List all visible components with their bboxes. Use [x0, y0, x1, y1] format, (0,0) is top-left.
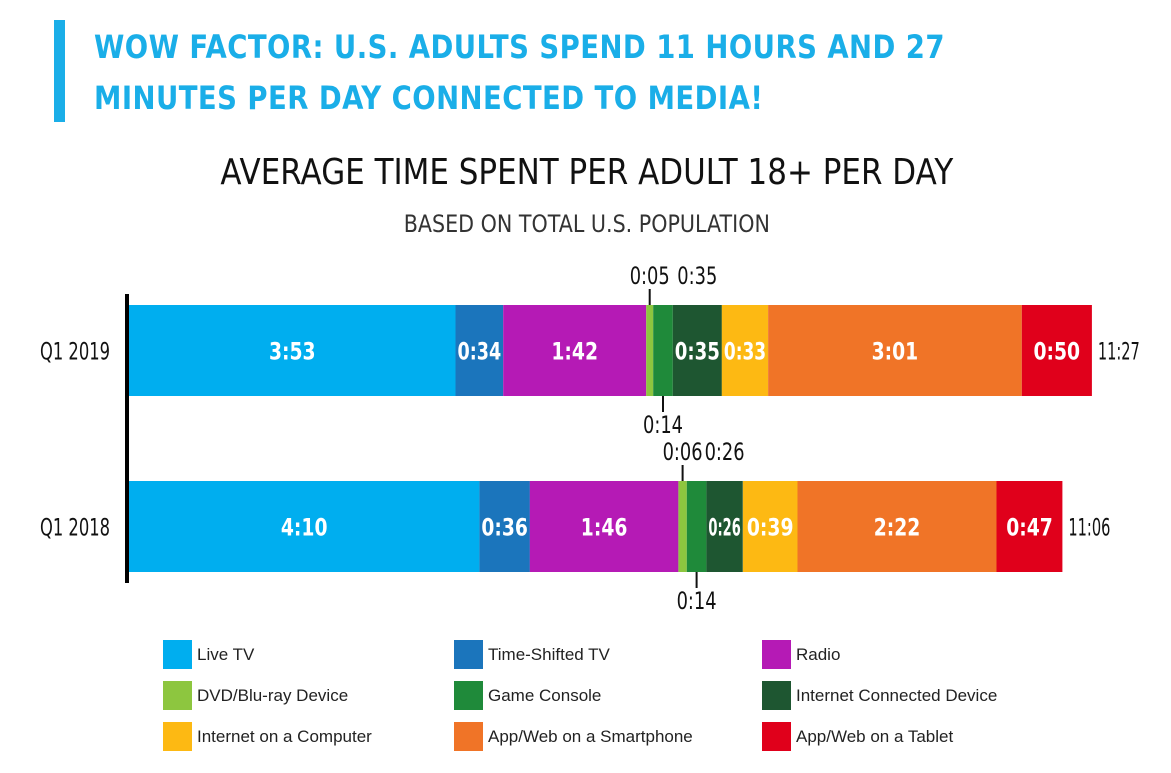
total-label: 11:27	[1098, 338, 1140, 366]
data-label: 0:05	[630, 262, 670, 290]
bar-segment	[706, 481, 743, 572]
stacked-bar-chart: Q1 2019 3:53 0:34 1:420:050:140:35 0:33 3:01 0…	[40, 262, 1140, 615]
data-label: 0:35	[675, 338, 720, 366]
bar-segment	[721, 305, 768, 396]
legend-label: Radio	[796, 644, 841, 664]
headline-accent-bar	[54, 20, 65, 122]
data-label: 0:50	[1034, 338, 1081, 366]
bar-segment	[678, 481, 687, 572]
legend-item: Live TV	[163, 640, 454, 669]
bar-segment	[529, 481, 679, 572]
legend-item: Game Console	[454, 681, 762, 710]
legend-item: Internet on a Computer	[163, 722, 454, 751]
bar-segment	[686, 481, 707, 572]
legend-swatch	[454, 722, 483, 751]
legend-swatch	[454, 681, 483, 710]
category-label: Q1 2019	[40, 338, 110, 366]
legend-label: Internet Connected Device	[796, 685, 998, 705]
chart-subtitle: BASED ON TOTAL U.S. POPULATION	[403, 210, 770, 238]
bar-segment	[653, 305, 673, 396]
data-label: 0:47	[1006, 514, 1053, 542]
legend-swatch	[163, 722, 192, 751]
legend-label: App/Web on a Tablet	[796, 726, 954, 746]
legend-swatch	[762, 722, 791, 751]
legend-item: Radio	[762, 640, 1062, 669]
data-label: 0:26	[708, 514, 740, 542]
legend-swatch	[762, 681, 791, 710]
legend-item: App/Web on a Smartphone	[454, 722, 762, 751]
category-label: Q1 2018	[40, 514, 110, 542]
legend-item: App/Web on a Tablet	[762, 722, 1062, 751]
legend-swatch	[454, 640, 483, 669]
legend-label: DVD/Blu-ray Device	[197, 685, 349, 705]
bar-segment	[479, 481, 530, 572]
chart-title: AVERAGE TIME SPENT PER ADULT 18+ PER DAY	[220, 152, 954, 193]
bar-segment	[129, 481, 480, 572]
bar-segment	[646, 305, 654, 396]
data-label: 0:14	[677, 587, 717, 615]
data-label: 0:26	[705, 438, 745, 466]
legend-item: Internet Connected Device	[762, 681, 1062, 710]
legend-swatch	[163, 640, 192, 669]
legend-swatch	[163, 681, 192, 710]
data-label: 0:06	[663, 438, 703, 466]
legend-item: DVD/Blu-ray Device	[163, 681, 454, 710]
data-label: 0:33	[724, 338, 766, 366]
data-label: 0:39	[747, 514, 794, 542]
legend-label: Time-Shifted TV	[488, 644, 610, 664]
legend-item: Time-Shifted TV	[454, 640, 762, 669]
data-label: 0:34	[458, 338, 502, 366]
legend-swatch	[762, 640, 791, 669]
total-label: 11:06	[1068, 514, 1110, 542]
data-label: 2:22	[874, 514, 921, 542]
legend-label: Live TV	[197, 644, 255, 664]
bar-segment	[768, 305, 1022, 396]
bar-segment	[797, 481, 997, 572]
data-label: 3:53	[269, 338, 316, 366]
chart-legend: Live TV Time-Shifted TV Radio DVD/Blu-ray D…	[163, 640, 1063, 751]
data-label: 4:10	[281, 514, 328, 542]
data-label: 0:36	[481, 514, 528, 542]
legend-label: Game Console	[488, 685, 602, 705]
data-label: 0:14	[643, 411, 683, 439]
data-label: 0:35	[677, 262, 717, 290]
bar-segment	[129, 305, 456, 396]
data-label: 1:46	[581, 514, 628, 542]
legend-label: Internet on a Computer	[197, 726, 372, 746]
bar-segment	[672, 305, 722, 396]
bar-segment	[455, 305, 504, 396]
bar-segment	[503, 305, 647, 396]
bar-segment	[996, 481, 1063, 572]
bar-segment	[1021, 305, 1092, 396]
headline: WOW FACTOR: U.S. ADULTS SPEND 11 HOURS A…	[94, 28, 945, 117]
bar-segment	[742, 481, 798, 572]
data-label: 3:01	[872, 338, 919, 366]
legend-label: App/Web on a Smartphone	[488, 726, 693, 746]
data-label: 1:42	[551, 338, 598, 366]
